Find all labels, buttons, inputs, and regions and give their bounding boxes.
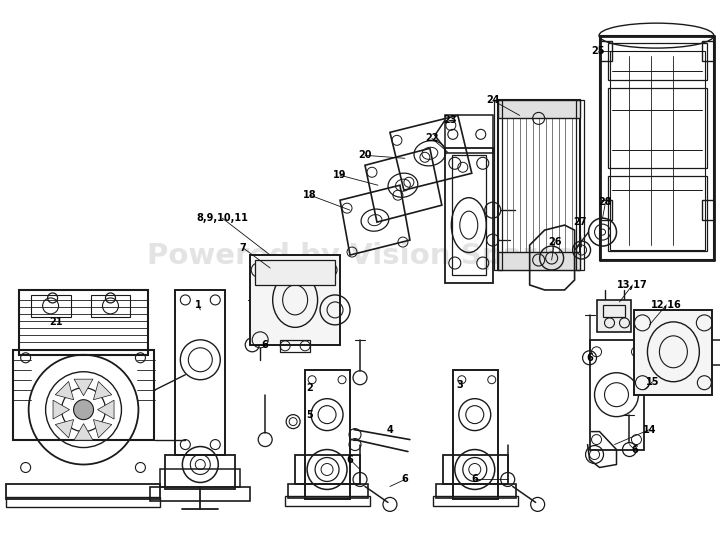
Text: 6: 6 [472, 474, 478, 485]
Bar [6, 485, 160, 499]
Bar [250, 255, 340, 345]
Text: 12,16: 12,16 [651, 300, 682, 310]
Polygon shape [94, 381, 112, 400]
Text: 15: 15 [646, 376, 659, 387]
Text: 23: 23 [443, 115, 456, 125]
Bar [452, 155, 486, 275]
Bar [608, 176, 707, 251]
Text: 2: 2 [306, 382, 314, 393]
Bar [280, 340, 310, 352]
Bar [443, 455, 508, 485]
Bar [608, 42, 707, 81]
Bar [445, 115, 492, 153]
Bar [600, 41, 611, 60]
Text: 21: 21 [49, 317, 62, 327]
Polygon shape [53, 400, 69, 419]
Circle shape [74, 400, 94, 419]
Bar [575, 101, 583, 270]
Bar [445, 149, 492, 283]
Text: 6: 6 [402, 474, 408, 485]
Bar [305, 370, 350, 499]
Polygon shape [56, 381, 74, 400]
Polygon shape [97, 400, 114, 419]
Text: 13,17: 13,17 [617, 280, 648, 290]
Bar [702, 200, 715, 220]
Text: 24: 24 [486, 95, 500, 106]
Bar [609, 51, 705, 250]
Text: 6: 6 [347, 455, 353, 465]
Bar [255, 260, 335, 285]
Polygon shape [74, 424, 93, 440]
Bar [91, 295, 131, 317]
Bar [160, 469, 240, 487]
Bar [13, 350, 154, 440]
Bar [433, 497, 518, 506]
Text: 6: 6 [586, 353, 593, 363]
Text: 20: 20 [358, 150, 372, 160]
Bar [603, 305, 626, 317]
Polygon shape [56, 419, 74, 438]
Bar [634, 310, 712, 395]
Text: 25: 25 [590, 46, 604, 55]
Text: 28: 28 [598, 197, 612, 207]
Text: 7: 7 [240, 243, 247, 253]
Text: 18: 18 [304, 190, 317, 200]
Text: 4: 4 [386, 425, 394, 435]
Bar [285, 497, 370, 506]
Bar [288, 485, 368, 498]
Bar [497, 101, 580, 119]
Bar [295, 455, 360, 485]
Bar [453, 370, 497, 499]
Text: 1: 1 [195, 300, 202, 310]
Bar [175, 290, 225, 455]
Bar [497, 101, 580, 270]
Bar [30, 295, 71, 317]
Text: 19: 19 [333, 170, 347, 180]
Polygon shape [94, 419, 112, 438]
Text: 6: 6 [262, 340, 268, 350]
Bar [436, 485, 516, 498]
Text: 8,9,10,11: 8,9,10,11 [196, 213, 248, 223]
Bar [19, 290, 149, 355]
Text: 5: 5 [306, 410, 314, 419]
Bar [165, 455, 235, 490]
Bar [702, 41, 715, 60]
Polygon shape [74, 379, 93, 395]
Text: Powered by Vision Spares: Powered by Vision Spares [147, 242, 574, 270]
Bar [608, 89, 707, 168]
Text: 14: 14 [642, 425, 656, 435]
Text: 3: 3 [456, 380, 463, 390]
Bar [596, 300, 632, 332]
Bar [497, 252, 580, 270]
Text: 27: 27 [572, 217, 586, 227]
Bar [6, 497, 160, 508]
Bar [600, 200, 611, 220]
Text: 26: 26 [548, 237, 562, 247]
Bar [494, 101, 502, 270]
Text: 22: 22 [425, 133, 438, 143]
Bar [151, 487, 250, 502]
Text: 6: 6 [631, 444, 638, 455]
Bar [590, 340, 645, 449]
